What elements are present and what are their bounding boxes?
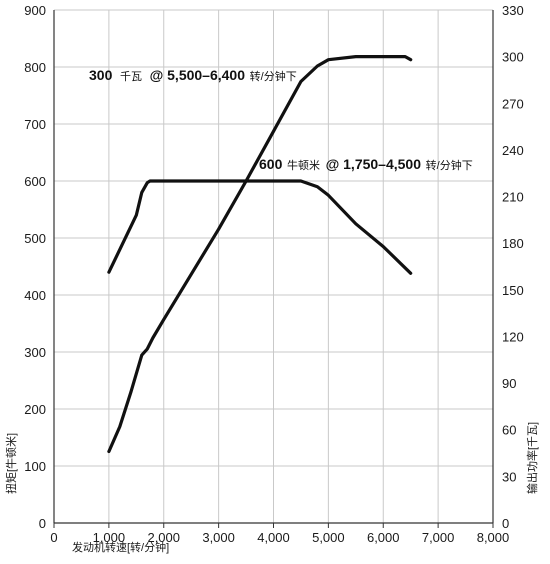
left-tick-label: 700 — [24, 117, 46, 132]
left-tick-label: 600 — [24, 174, 46, 189]
right-tick-label: 0 — [502, 516, 509, 531]
x-tick-label: 2,000 — [147, 530, 180, 545]
left-tick-label: 200 — [24, 402, 46, 417]
right-tick-label: 60 — [502, 423, 516, 438]
right-tick-label: 210 — [502, 190, 524, 205]
power-annotation: 300 千瓦 @ 5,500–6,400 转/分钟下 — [89, 67, 297, 83]
x-tick-label: 4,000 — [257, 530, 290, 545]
x-tick-label: 7,000 — [422, 530, 455, 545]
x-tick-label: 3,000 — [202, 530, 235, 545]
left-tick-label: 800 — [24, 60, 46, 75]
right-tick-label: 120 — [502, 329, 524, 344]
torque-annotation: 600 牛顿米 @ 1,750–4,500 转/分钟下 — [259, 156, 473, 172]
left-tick-label: 500 — [24, 231, 46, 246]
right-tick-label: 330 — [502, 3, 524, 18]
series-lines — [107, 54, 413, 454]
torque-curve — [107, 179, 413, 275]
right-axis-title: 输出功率[千瓦] — [525, 422, 539, 494]
x-tick-label: 6,000 — [367, 530, 400, 545]
right-tick-label: 270 — [502, 96, 524, 111]
left-axis-title: 扭矩[牛顿米] — [4, 433, 18, 494]
x-tick-label: 8,000 — [477, 530, 510, 545]
right-tick-label: 240 — [502, 143, 524, 158]
x-tick-label: 1,000 — [93, 530, 126, 545]
right-tick-label: 90 — [502, 376, 516, 391]
right-tick-label: 300 — [502, 50, 524, 65]
power-curve — [107, 54, 413, 454]
left-tick-label: 300 — [24, 345, 46, 360]
gridlines — [53, 9, 494, 524]
right-axis-ticks: 0 30 60 90 120 150 180 210 240 270 300 330 — [502, 3, 524, 531]
right-tick-label: 30 — [502, 469, 516, 484]
x-axis-ticks: 0 1,000 2,000 3,000 4,000 5,000 6,000 7,000 8,00… — [50, 523, 509, 545]
left-tick-label: 100 — [24, 459, 46, 474]
right-tick-label: 180 — [502, 236, 524, 251]
left-axis-ticks: 0 100 200 300 400 500 600 700 800 900 — [24, 3, 46, 531]
left-tick-label: 400 — [24, 288, 46, 303]
right-tick-label: 150 — [502, 283, 524, 298]
x-tick-label: 0 — [50, 530, 57, 545]
x-tick-label: 5,000 — [312, 530, 345, 545]
left-tick-label: 900 — [24, 3, 46, 18]
x-axis-title: 发动机转速[转/分钟] — [72, 540, 169, 554]
left-tick-label: 0 — [39, 516, 46, 531]
